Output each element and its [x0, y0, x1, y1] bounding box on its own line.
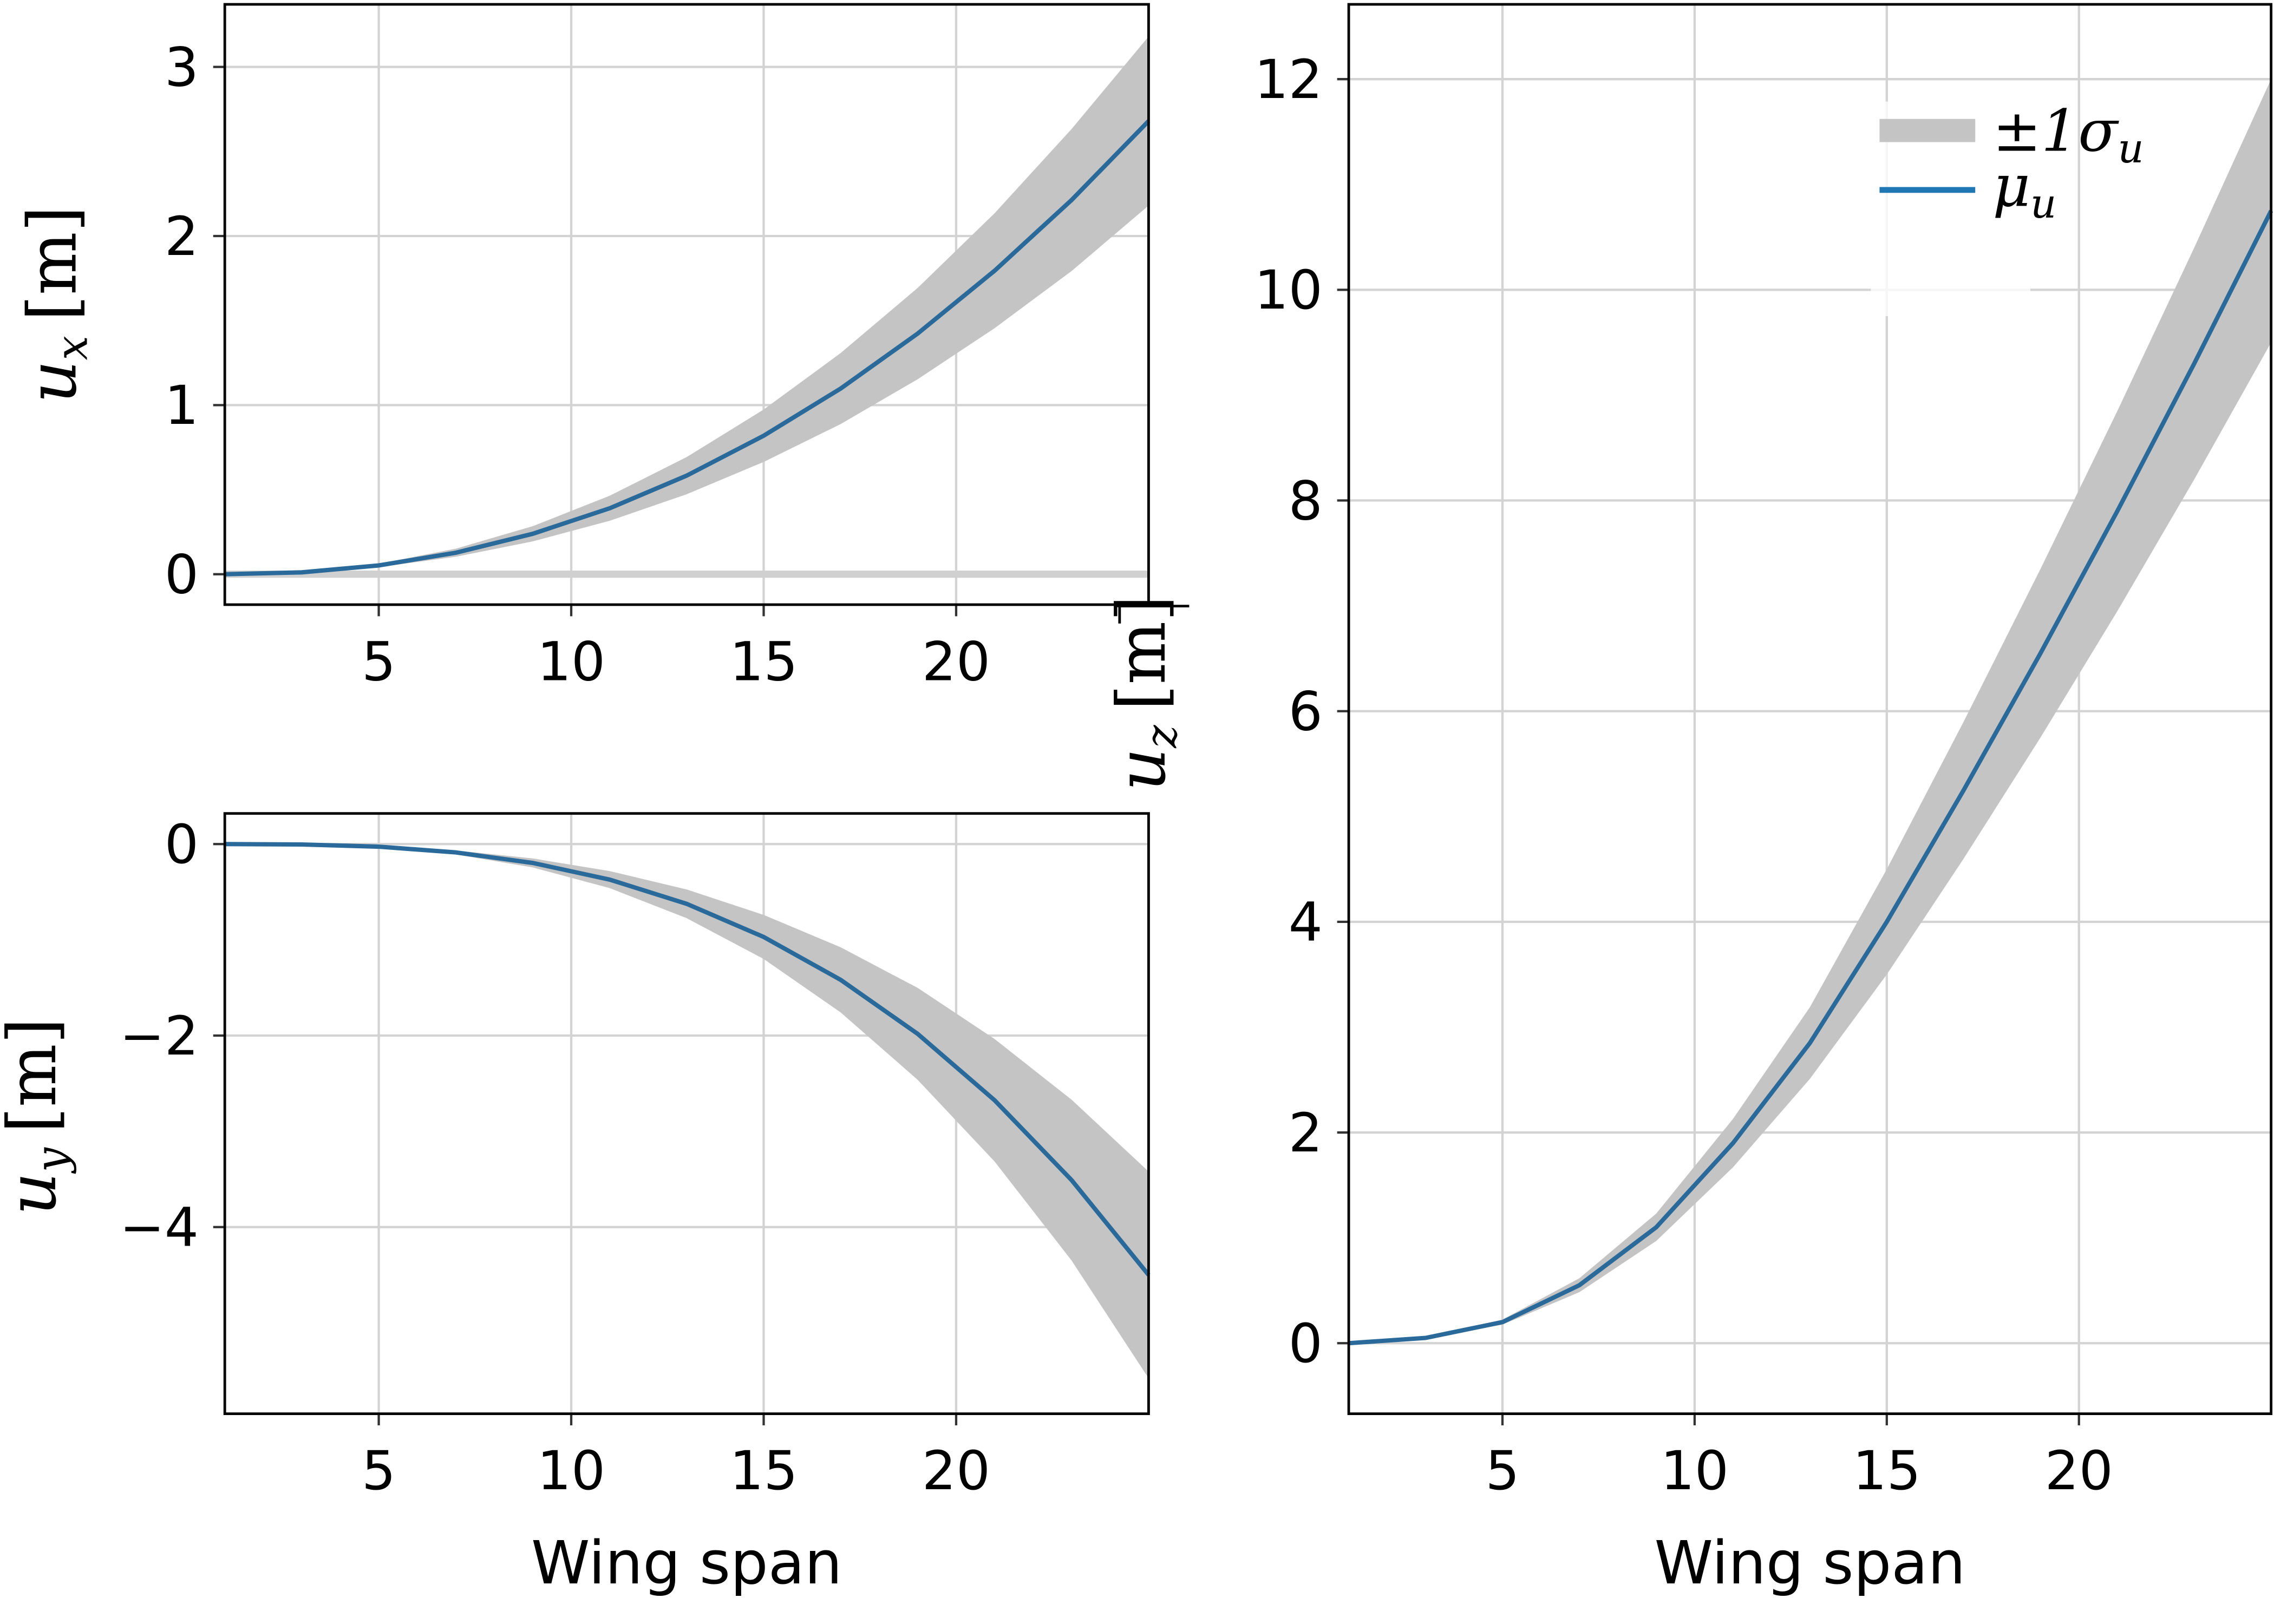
- sigma-band: [225, 844, 1149, 1379]
- axes-frame: [223, 812, 1150, 1416]
- legend-band-swatch: [1879, 119, 1976, 142]
- x-axis-label: Wing span: [1655, 1528, 1966, 1597]
- y-tick-label: 0: [165, 544, 199, 606]
- x-tick-label: 20: [922, 631, 990, 693]
- y-axis-label: ux [m]: [14, 206, 97, 403]
- y-tick-label: 6: [1289, 681, 1323, 743]
- legend-entry-subscript: u: [2030, 180, 2056, 227]
- y-label-unit: [m]: [14, 206, 92, 321]
- y-tick-label: 0: [165, 814, 199, 876]
- x-tick-label: 10: [537, 631, 605, 693]
- axes-frame: [1347, 3, 2273, 1416]
- x-tick-label: 15: [729, 1440, 798, 1502]
- x-tick-label: 5: [362, 1440, 396, 1502]
- y-tick-label: −2: [120, 1005, 199, 1068]
- panel-bottom-left: 5 10 15 20 0 −2 −4 Wing span uy [m]: [0, 812, 1151, 1597]
- x-tick-label: 15: [1853, 1440, 1921, 1502]
- y-label-symbol: u: [1103, 748, 1181, 791]
- mean-line: [1348, 209, 2273, 1346]
- y-axis-label: uy [m]: [0, 1018, 77, 1215]
- y-label-unit: [m]: [0, 1018, 71, 1133]
- y-tick-label: 2: [165, 206, 199, 268]
- y-tick-label: 1: [165, 375, 199, 437]
- x-tick-label: 10: [1661, 1440, 1729, 1502]
- y-tick-label: 3: [165, 36, 199, 99]
- y-tick-label: 10: [1254, 259, 1323, 322]
- x-tick-label: 10: [537, 1440, 605, 1502]
- y-label-subscript: y: [26, 1147, 77, 1174]
- legend-entry-symbol: μ: [1992, 153, 2030, 220]
- y-label-subscript: x: [47, 336, 97, 360]
- x-tick-label: 5: [362, 631, 396, 693]
- y-tick-label: 4: [1289, 892, 1323, 954]
- x-axis-label: Wing span: [531, 1528, 842, 1597]
- y-label-symbol: u: [0, 1172, 71, 1215]
- y-axis-label: uz [m]: [1103, 595, 1186, 791]
- panel-top-left: 5 10 15 20 0 1 2 3 ux [m]: [14, 3, 1151, 693]
- y-tick-label: −4: [120, 1197, 199, 1259]
- y-tick-label: 0: [1289, 1313, 1323, 1375]
- legend-entry-label: μu: [1992, 153, 2056, 227]
- y-tick-label: 2: [1289, 1102, 1323, 1164]
- legend-entry-label: ±1σu: [1992, 98, 2144, 172]
- mean-line: [225, 842, 1151, 1276]
- legend-entry-symbol: ±1σ: [1992, 98, 2119, 165]
- y-label-unit: [m]: [1103, 595, 1181, 711]
- x-tick-label: 15: [729, 631, 798, 693]
- legend-entry-subscript: u: [2118, 125, 2144, 172]
- y-label-subscript: z: [1135, 725, 1186, 749]
- x-tick-label: 5: [1485, 1440, 1519, 1502]
- axes-frame: [223, 3, 1150, 606]
- y-tick-label: 12: [1254, 49, 1323, 111]
- x-tick-label: 20: [2045, 1440, 2113, 1502]
- y-tick-label: 8: [1289, 470, 1323, 532]
- sigma-band: [225, 36, 1149, 574]
- y-label-symbol: u: [14, 360, 92, 403]
- x-tick-label: 20: [922, 1440, 990, 1502]
- mean-line: [225, 119, 1151, 577]
